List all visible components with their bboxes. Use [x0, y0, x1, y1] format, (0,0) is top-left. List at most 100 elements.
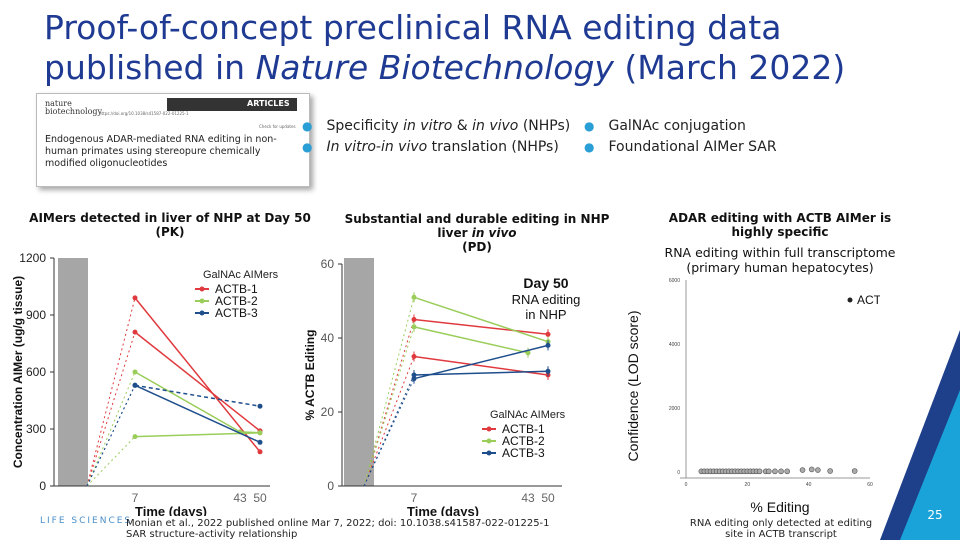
scatter-point: [778, 468, 784, 475]
legend-label: ACTB-3: [215, 306, 258, 320]
legend-label: ACTB-2: [215, 294, 258, 308]
bullet-text: translation (NHPs): [427, 139, 559, 155]
panel3-subtitle-line: RNA editing within full transcriptome: [664, 245, 896, 260]
series-dotted-lead: [363, 374, 415, 487]
bullet-text: GalNAc conjugation: [608, 118, 746, 134]
title-line-2-post: (March 2022): [613, 48, 846, 87]
data-point: [545, 331, 551, 337]
bullet-dot-icon: ●: [302, 140, 313, 154]
data-point: [525, 350, 531, 356]
legend-label: ACTB-1: [502, 422, 545, 436]
y-axis-label: Concentration AIMer (ug/g tissue): [11, 276, 25, 468]
data-point: [411, 294, 417, 300]
title-line-2-pre: published in: [44, 48, 256, 87]
bullet-em: In vitro-in vivo: [326, 139, 428, 155]
panel2-heading-line: Substantial and durable editing in NHP: [344, 212, 610, 226]
series-dotted-lead: [363, 319, 415, 487]
x-axis-break-bar: [344, 258, 374, 486]
series-line: [413, 344, 549, 380]
y-tick-label: 40: [321, 331, 335, 345]
scatter-point: [827, 468, 833, 474]
paper-section-label: ARTICLES: [247, 99, 290, 108]
legend-title: GalNAc AIMers: [490, 409, 566, 421]
y-tick-label: 0: [327, 479, 334, 493]
panel2-heading-line: liver in vivo: [322, 226, 632, 240]
journal-logo-line1: nature: [45, 99, 72, 108]
x-tick-label: 50: [253, 491, 267, 505]
series-line: [134, 384, 261, 443]
y-tick-label: 1200: [19, 251, 46, 265]
panel2-heading-line: (PD): [462, 240, 492, 254]
journal-logo-line2: biotechnology: [45, 107, 103, 116]
panel1-heading-line: (PK): [155, 225, 185, 239]
annotation-day50: Day 50: [523, 275, 568, 291]
panel2-heading-text: liver: [437, 226, 472, 240]
series-dotted-lead: [86, 331, 136, 487]
bullet-specificity: ● Specificity in vitro & in vivo (NHPs): [302, 118, 570, 134]
x-axis-label: % Editing: [750, 499, 809, 515]
panel3-subtitle-line: (primary human hepatocytes): [686, 260, 874, 275]
x-axis-break-bar: [58, 258, 88, 486]
series-line: [413, 326, 529, 354]
data-point: [257, 403, 263, 409]
y-tick-label: 300: [26, 422, 46, 436]
scatter-point: [756, 468, 763, 475]
panel3-heading-line: ADAR editing with ACTB AIMer is: [668, 211, 892, 225]
legend-label: ACTB-1: [215, 282, 258, 296]
data-point: [257, 449, 263, 455]
paper-doi-small: https://doi.org/10.1038/s41587-022-01225…: [99, 111, 189, 116]
bullet-sar: ● Foundational AIMer SAR: [584, 139, 777, 155]
x-tick-label: 20: [745, 482, 751, 488]
x-tick-label: 43: [521, 491, 535, 505]
scatter-point: [784, 468, 790, 475]
x-axis-label: Time (days): [407, 504, 479, 516]
series-line: [413, 296, 549, 343]
y-tick-label: 900: [26, 308, 46, 322]
y-tick-label: 4000: [669, 342, 680, 348]
x-tick-label: 40: [806, 482, 812, 488]
bullet-text: Specificity: [326, 118, 404, 134]
y-tick-label: 6000: [669, 278, 680, 284]
bullet-text: &: [452, 118, 473, 134]
series-line: [413, 318, 549, 336]
legend-marker: [199, 310, 205, 316]
data-point: [132, 369, 138, 375]
title-line-2: published in Nature Biotechnology (March…: [44, 48, 944, 88]
legend-title: GalNAc AIMers: [203, 269, 279, 281]
series-dotted-lead: [86, 297, 136, 487]
series-line: [134, 331, 261, 432]
annotation-in-nhp: in NHP: [525, 307, 566, 322]
series-line: [413, 370, 549, 376]
scatter-point: [772, 468, 778, 475]
series-line: [134, 384, 261, 407]
pd-chart: 0 20 40 60 7 43 50 Time (days) % ACTB Editing Day…: [303, 257, 580, 516]
y-tick-label: 20: [321, 405, 335, 419]
legend-actb: ACTB: [857, 293, 880, 307]
y-tick-label: 60: [321, 257, 335, 271]
panel1-heading-line: AIMers detected in liver of NHP at Day 5…: [29, 211, 311, 225]
bullet-em: in vitro: [403, 118, 453, 134]
journal-logo: nature biotechnology: [45, 100, 102, 116]
panel1-heading: AIMers detected in liver of NHP at Day 5…: [20, 211, 320, 239]
y-tick-label: 0: [677, 470, 680, 476]
data-point: [132, 295, 138, 301]
legend-label: ACTB-3: [502, 446, 545, 460]
series-dotted-lead: [86, 385, 136, 487]
footer-reference-line: Monian et al., 2022 published online Mar…: [126, 518, 550, 529]
scatter-point: [766, 468, 772, 475]
actb-point: [847, 297, 853, 303]
series-line: [134, 297, 261, 453]
data-point: [411, 372, 417, 378]
footer-reference-line: SAR structure-activity relationship: [126, 529, 298, 540]
panel3-caption-line: site in ACTB transcript: [725, 529, 837, 540]
legend-marker: [199, 298, 205, 304]
series-dotted-lead: [86, 436, 136, 487]
data-point: [545, 342, 551, 348]
footer-reference: Monian et al., 2022 published online Mar…: [126, 518, 550, 540]
x-axis-label: Time (days): [135, 504, 207, 516]
bullet-text: (NHPs): [518, 118, 571, 134]
slide-title: Proof-of-concept preclinical RNA editing…: [44, 8, 944, 88]
data-point: [132, 382, 138, 388]
scatter-point: [851, 468, 858, 474]
x-tick-label: 50: [541, 491, 555, 505]
